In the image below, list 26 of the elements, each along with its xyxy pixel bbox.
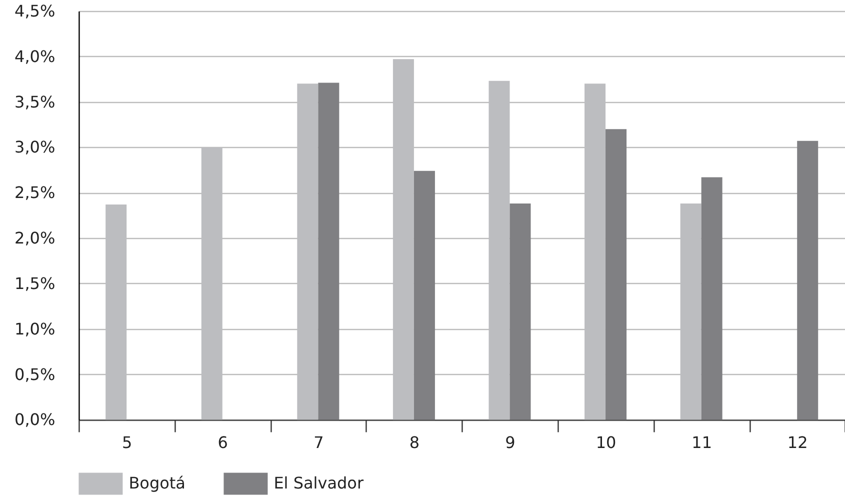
y-tick-label: 2,5% — [14, 183, 56, 202]
x-tick-label: 7 — [314, 433, 324, 452]
bar — [701, 177, 722, 420]
x-tick-label: 12 — [787, 433, 808, 452]
bar — [797, 140, 818, 420]
x-tick-label: 6 — [218, 433, 228, 452]
y-tick-label: 1,0% — [14, 319, 56, 338]
y-tick-label: 3,0% — [14, 138, 56, 157]
y-tick-label: 0,5% — [14, 364, 56, 384]
x-tick-label: 5 — [122, 433, 132, 452]
legend-label: Bogotá — [128, 474, 186, 493]
y-tick-label: 2,0% — [14, 228, 56, 248]
bar — [510, 204, 531, 420]
y-tick-label: 0,0% — [14, 410, 56, 430]
x-tick-label: 9 — [505, 433, 516, 452]
x-tick-label: 11 — [692, 433, 712, 452]
legend-label: El Salvador — [274, 474, 364, 493]
y-tick-label: 1,5% — [14, 274, 56, 293]
bar — [318, 82, 340, 420]
x-tick-label: 10 — [596, 433, 616, 452]
bar — [606, 129, 627, 420]
y-tick-label: 3,5% — [14, 92, 56, 112]
y-tick-label: 4,5% — [14, 2, 56, 20]
x-tick-label: 8 — [409, 433, 420, 452]
bar — [414, 170, 435, 420]
y-tick-label: 4,0% — [14, 46, 56, 66]
